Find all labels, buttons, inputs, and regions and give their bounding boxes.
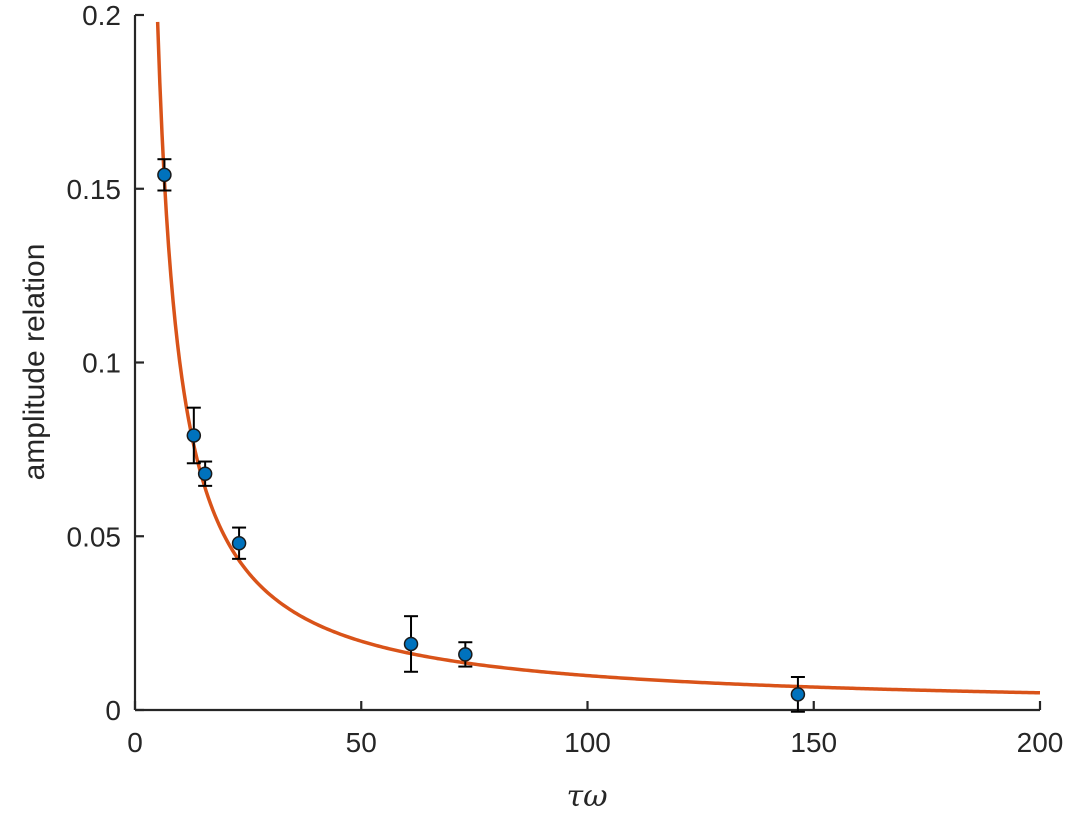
data-points xyxy=(157,167,806,702)
x-axis-label: τω xyxy=(566,779,607,814)
data-point xyxy=(458,647,473,662)
x-tick-label: 50 xyxy=(346,727,377,758)
x-tick-label: 200 xyxy=(1017,727,1064,758)
data-point xyxy=(231,535,247,551)
y-axis-label: amplitude relation xyxy=(18,244,51,481)
y-tick-label: 0 xyxy=(105,695,121,726)
data-point xyxy=(157,167,172,183)
y-tick-label: 0.1 xyxy=(82,348,121,379)
x-tick-label: 100 xyxy=(564,727,611,758)
y-tick-label: 0.15 xyxy=(67,174,122,205)
y-tick-label: 0.05 xyxy=(67,521,122,552)
fit-curve xyxy=(155,21,1041,695)
data-point xyxy=(403,636,419,652)
y-ticks: 0 0.05 0.1 0.15 0.2 xyxy=(67,0,144,726)
data-point xyxy=(197,466,213,481)
data-point xyxy=(186,428,202,443)
x-ticks: 0 50 100 150 200 xyxy=(127,701,1063,758)
y-tick-label: 0.2 xyxy=(82,0,121,31)
axes xyxy=(133,15,1040,712)
error-bars xyxy=(157,158,805,713)
data-point xyxy=(790,687,806,702)
x-tick-label: 150 xyxy=(790,727,837,758)
x-tick-label: 0 xyxy=(127,727,143,758)
fit-curve-group xyxy=(155,21,1041,695)
